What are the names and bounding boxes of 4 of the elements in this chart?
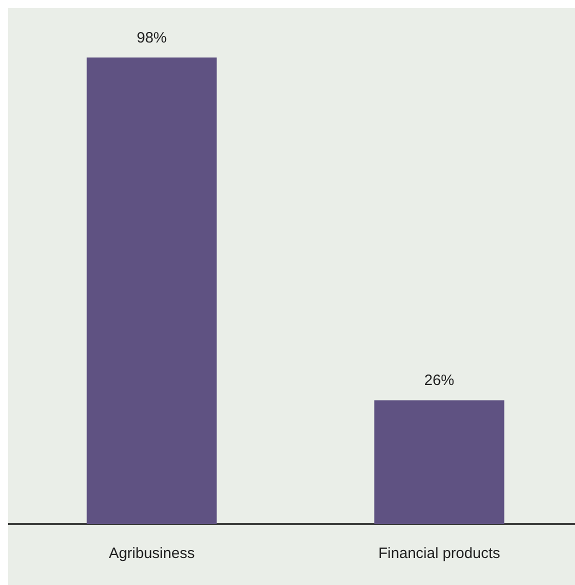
x-tick-label: Agribusiness [108, 545, 195, 562]
x-tick-label: Financial products [378, 545, 500, 562]
data-label: 98% [136, 30, 167, 47]
data-label: 26% [424, 372, 454, 390]
